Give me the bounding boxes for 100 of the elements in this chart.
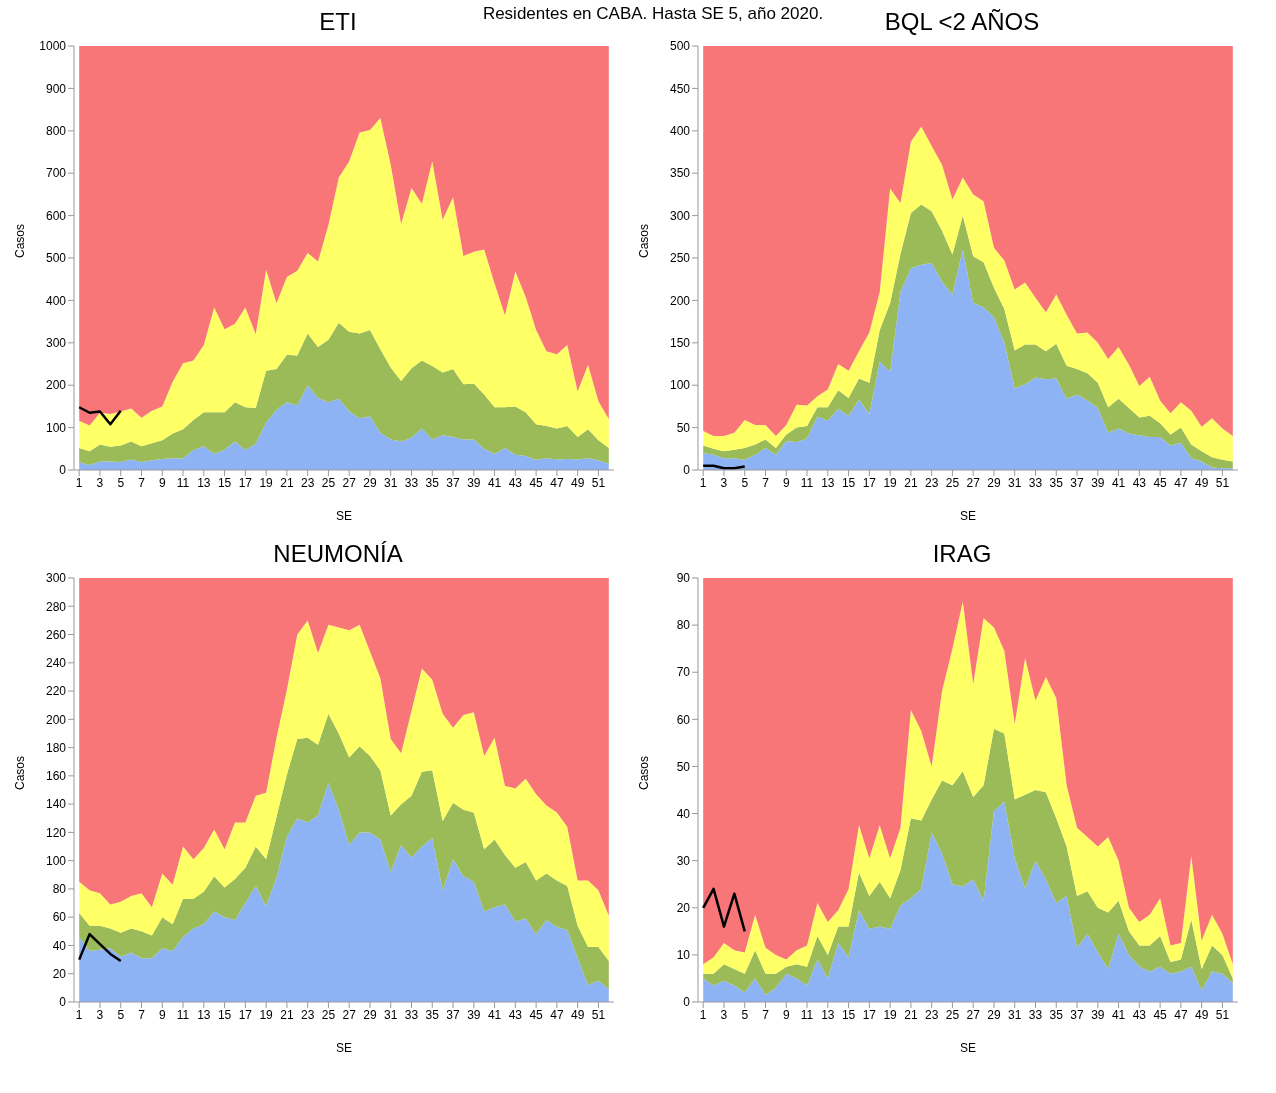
y-tick-label: 100 [45,853,67,868]
x-tick-label: 21 [280,1007,294,1022]
y-tick-label: 100 [45,420,67,435]
x-tick-label: 3 [720,1007,728,1022]
x-tick-label: 13 [197,475,211,490]
y-tick-label: 300 [669,208,691,223]
x-tick-label: 23 [300,1007,315,1022]
x-tick-label: 9 [158,475,166,490]
line-series [77,932,122,963]
x-tick-label: 47 [1174,1007,1188,1022]
x-tick-label: 25 [945,1007,960,1022]
x-tick-label: 17 [862,475,877,490]
line-series [77,406,122,426]
y-tick-label: 0 [683,463,691,478]
x-tick-label: 5 [117,475,125,490]
x-tick-label: 29 [987,1007,1001,1022]
y-axis-title: Casos [13,223,28,258]
x-tick-label: 3 [720,475,728,490]
x-tick-label: 27 [966,475,981,490]
x-tick-label: 21 [904,1007,918,1022]
y-tick-label: 90 [676,571,691,586]
y-tick-label: 400 [669,124,691,139]
y-tick-label: 120 [45,825,67,840]
x-tick-label: 23 [300,475,315,490]
y-axis-title: Casos [13,755,28,790]
x-tick-label: 3 [96,475,104,490]
y-tick-label: 0 [59,995,67,1010]
x-tick-label: 29 [987,475,1001,490]
x-tick-label: 7 [138,1007,146,1022]
chart-title: ETI [319,8,357,35]
y-tick-label: 500 [669,39,691,54]
y-tick-label: 280 [45,599,67,614]
y-tick-label: 900 [45,81,67,96]
x-tick-label: 17 [862,1007,877,1022]
x-tick-label: 21 [904,475,918,490]
x-tick-label: 29 [363,475,377,490]
y-tick-label: 70 [676,665,691,680]
x-tick-label: 37 [1070,1007,1085,1022]
y-tick-label: 20 [676,901,691,916]
x-tick-label: 45 [1153,475,1168,490]
x-tick-label: 15 [217,475,232,490]
x-tick-label: 37 [1070,475,1085,490]
y-tick-label: 800 [45,124,67,139]
x-tick-label: 35 [1049,475,1064,490]
y-tick-label: 150 [669,336,691,351]
x-tick-label: 39 [1091,475,1105,490]
chart-title: IRAG [931,540,993,569]
x-tick-label: 41 [1111,1007,1126,1022]
x-axis-title: SE [335,1041,353,1055]
x-tick-label: 41 [487,475,502,490]
x-tick-label: 17 [238,1007,253,1022]
x-tick-label: 13 [197,1007,211,1022]
x-tick-label: 25 [321,1007,336,1022]
x-tick-label: 19 [883,475,898,490]
x-tick-label: 33 [404,475,419,490]
x-tick-label: 27 [342,1007,357,1022]
y-tick-label: 200 [45,712,67,727]
x-tick-label: 9 [158,1007,166,1022]
x-tick-label: 43 [508,1007,523,1022]
x-tick-label: 31 [1008,1007,1022,1022]
x-tick-label: 15 [841,1007,856,1022]
x-tick-label: 13 [821,1007,835,1022]
x-tick-label: 39 [467,1007,481,1022]
x-tick-label: 19 [259,1007,274,1022]
x-tick-label: 31 [1008,475,1022,490]
y-tick-label: 80 [676,618,691,633]
x-tick-label: 7 [762,1007,770,1022]
x-tick-label: 43 [1132,1007,1147,1022]
x-tick-label: 23 [924,475,939,490]
y-tick-label: 220 [45,684,67,699]
x-tick-label: 47 [1174,475,1188,490]
x-tick-label: 49 [570,1007,585,1022]
x-tick-label: 45 [529,475,544,490]
x-tick-label: 49 [570,475,585,490]
x-tick-label: 47 [550,475,564,490]
y-tick-label: 450 [669,81,691,96]
y-tick-label: 250 [669,251,691,266]
chart-title: BQL <2 AÑOS [884,8,1040,35]
y-tick-label: 500 [45,251,67,266]
x-tick-label: 11 [176,475,190,490]
x-tick-label: 9 [782,1007,790,1022]
x-tick-label: 35 [425,1007,440,1022]
y-tick-label: 200 [45,378,67,393]
x-tick-label: 25 [321,475,336,490]
y-tick-label: 50 [676,759,691,774]
x-tick-label: 37 [446,475,461,490]
y-tick-label: 50 [676,420,691,435]
y-tick-label: 0 [683,995,691,1010]
x-tick-label: 17 [238,475,253,490]
line-series [701,887,746,933]
x-tick-label: 19 [883,1007,898,1022]
y-tick-label: 60 [676,712,691,727]
x-tick-label: 31 [384,1007,398,1022]
x-tick-label: 15 [841,475,856,490]
x-tick-label: 1 [75,1007,83,1022]
y-tick-label: 60 [52,910,67,925]
x-tick-label: 11 [800,1007,814,1022]
x-tick-label: 27 [342,475,357,490]
x-tick-label: 11 [176,1007,190,1022]
x-tick-label: 37 [446,1007,461,1022]
